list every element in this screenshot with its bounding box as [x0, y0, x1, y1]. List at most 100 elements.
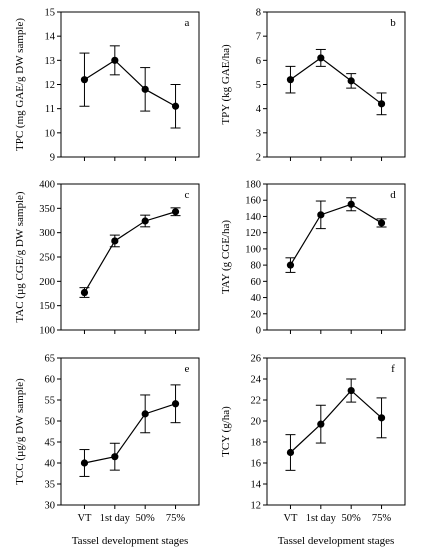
- y-tick-label: 40: [251, 293, 262, 304]
- data-point: [317, 420, 325, 428]
- data-point: [111, 453, 119, 461]
- y-tick-label: 14: [45, 32, 56, 43]
- data-point: [171, 102, 180, 110]
- panel-e: 30 35 40 45 50 55 60 65 TCC (µg/g DW sample) e VT 1…: [14, 354, 200, 524]
- x-tick-label: 75%: [372, 513, 392, 524]
- x-tick-label: 50%: [342, 513, 362, 524]
- data-point: [377, 219, 386, 227]
- data-point: [347, 200, 355, 208]
- y-tick-label: 14: [251, 480, 262, 491]
- y-tick-label: 40: [45, 459, 56, 470]
- y-tick-label: 20: [251, 417, 262, 428]
- panel-a: 9 10 11 12 13 14 15 TPC (mg GAE/g DW sample) a: [14, 8, 200, 164]
- panel-letter: c: [185, 189, 190, 201]
- series-line: [290, 389, 382, 453]
- y-tick-label: 100: [245, 244, 261, 255]
- y-tick-label: 13: [45, 56, 56, 67]
- y-tick-label: 65: [45, 354, 56, 365]
- y-tick-label: 12: [251, 501, 262, 512]
- x-tick-label: 50%: [136, 513, 156, 524]
- data-point: [111, 237, 119, 245]
- y-tick-label: 15: [45, 8, 56, 19]
- data-point: [171, 400, 180, 408]
- x-axis-title-right: Tassel development stages: [278, 535, 395, 547]
- y-tick-label: 400: [39, 180, 55, 191]
- y-tick-label: 11: [45, 104, 55, 115]
- x-tick-label: 1st day: [306, 513, 337, 524]
- y-tick-label: 3: [256, 128, 261, 139]
- y-axis-title: TPY (kg GAE/ha): [220, 44, 232, 125]
- data-point: [286, 76, 295, 84]
- y-tick-label: 45: [45, 438, 56, 449]
- series-line: [290, 57, 382, 105]
- panel-letter: d: [390, 189, 396, 201]
- y-tick-label: 160: [245, 196, 261, 207]
- series-line: [84, 59, 176, 107]
- y-tick-label: 350: [39, 204, 55, 215]
- y-tick-label: 35: [45, 480, 56, 491]
- panel-letter: f: [391, 363, 395, 375]
- y-tick-label: 0: [256, 326, 261, 337]
- plot-frame: [266, 11, 406, 158]
- y-tick-label: 7: [256, 32, 261, 43]
- y-tick-label: 60: [251, 277, 262, 288]
- series-line: [84, 403, 176, 464]
- data-point: [111, 56, 119, 64]
- panel-b: 2 3 4 5 6 7 8 TPY (kg GAE/ha) b: [220, 8, 406, 164]
- y-tick-label: 18: [251, 438, 262, 449]
- y-tick-label: 55: [45, 396, 56, 407]
- data-point: [141, 410, 149, 418]
- data-point: [141, 85, 149, 93]
- y-tick-label: 6: [256, 56, 261, 67]
- y-tick-label: 4: [256, 104, 262, 115]
- y-tick-label: 300: [39, 228, 55, 239]
- y-tick-label: 20: [251, 309, 262, 320]
- y-tick-label: 12: [45, 80, 56, 91]
- data-point: [80, 288, 89, 297]
- y-axis-title: TCY (g/ha): [220, 406, 232, 457]
- y-tick-label: 16: [251, 459, 262, 470]
- y-tick-label: 50: [45, 417, 56, 428]
- y-tick-label: 200: [39, 277, 55, 288]
- panel-f: 12 14 16 18 20 22 24 26 TCY (g/ha) f VT 1st day 50% 7…: [220, 354, 406, 524]
- y-tick-label: 26: [251, 354, 262, 365]
- panel-letter: b: [390, 17, 396, 29]
- x-tick-label: 1st day: [100, 513, 131, 524]
- panel-c: 100 150 200 250 300 350 400 TAC (µg CGE/g DW sa…: [14, 180, 200, 337]
- panel-d: 0 20 40 60 80 100 120 140 160 180 TAY (g CGE/ha) d: [220, 180, 406, 337]
- panel-letter: a: [185, 17, 190, 29]
- panel-letter: e: [185, 363, 190, 375]
- x-tick-label: VT: [77, 513, 92, 524]
- data-point: [286, 261, 295, 269]
- series-line: [83, 211, 176, 293]
- data-point: [141, 217, 149, 225]
- data-point: [286, 448, 295, 457]
- series-line: [289, 203, 382, 266]
- data-point: [171, 208, 180, 216]
- y-tick-label: 80: [251, 261, 262, 272]
- x-tick-label: VT: [283, 513, 298, 524]
- plot-frame: [266, 357, 406, 506]
- data-point: [80, 459, 89, 467]
- y-tick-label: 100: [39, 326, 55, 337]
- y-tick-label: 60: [45, 375, 56, 386]
- data-point: [377, 414, 386, 422]
- y-tick-label: 2: [256, 153, 261, 164]
- y-tick-label: 150: [39, 301, 55, 312]
- y-axis-title: TPC (mg GAE/g DW sample): [14, 18, 26, 151]
- y-axis-title: TAY (g CGE/ha): [220, 220, 232, 294]
- data-point: [80, 76, 89, 84]
- y-tick-label: 120: [245, 228, 261, 239]
- y-tick-label: 9: [50, 153, 55, 164]
- y-tick-label: 8: [256, 8, 261, 19]
- panels: 9 10 11 12 13 14 15 TPC (mg GAE/g DW sample) a 2 3…: [14, 8, 406, 524]
- y-tick-label: 5: [256, 80, 261, 91]
- data-point: [317, 54, 325, 62]
- y-tick-label: 180: [245, 180, 261, 191]
- data-point: [317, 211, 325, 219]
- data-point: [377, 100, 386, 108]
- x-tick-label: 75%: [166, 513, 186, 524]
- plot-frame: [266, 183, 406, 331]
- plot-frame: [60, 183, 200, 331]
